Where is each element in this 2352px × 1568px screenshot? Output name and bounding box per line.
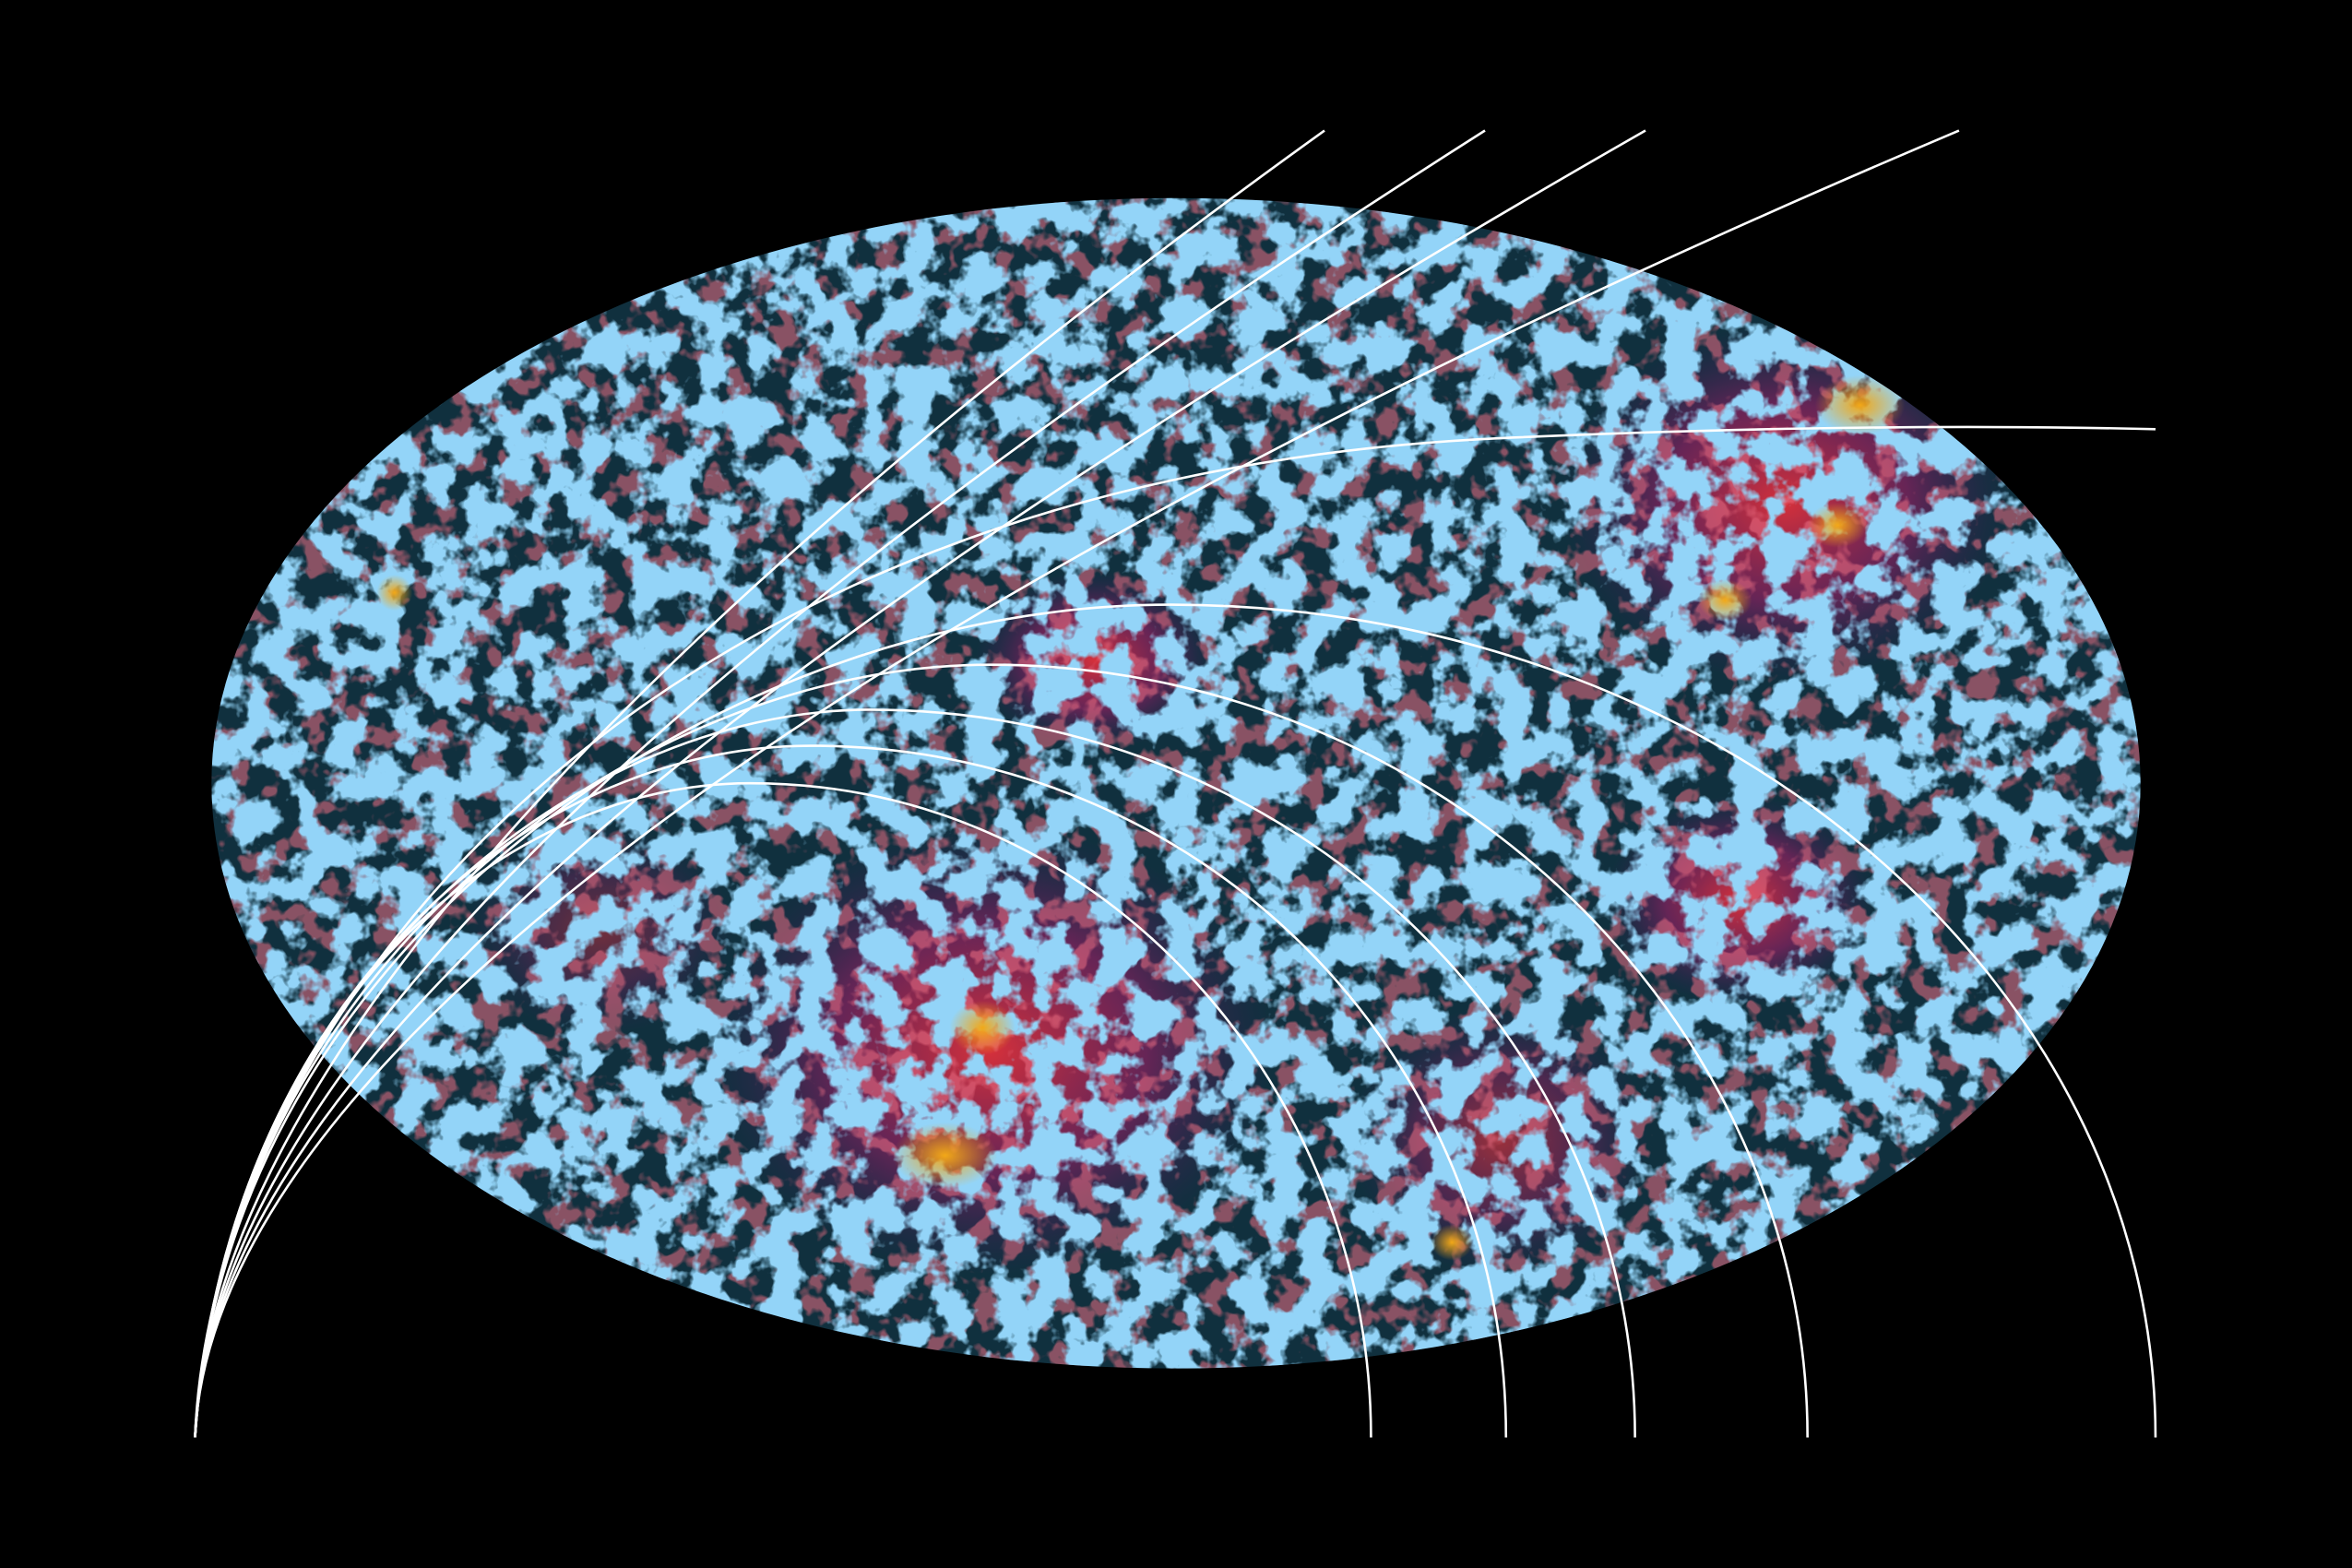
trajectory-line <box>194 129 1960 1438</box>
hot-spot <box>1807 502 1868 548</box>
hot-spot <box>892 1122 998 1189</box>
trajectory-line <box>194 129 1325 1438</box>
trajectory-arc <box>194 603 2157 1438</box>
hot-spot <box>376 575 413 612</box>
trajectory-line <box>194 129 1486 1438</box>
hot-spot <box>1814 374 1906 435</box>
trajectory-arc <box>194 744 1508 1438</box>
hot-spot <box>1431 1224 1474 1261</box>
hot-spot <box>949 1001 1016 1055</box>
trajectory-lines <box>194 129 2157 1438</box>
sky-map <box>211 197 2141 1369</box>
trajectory-line <box>194 129 1646 1438</box>
cold-speckle <box>211 197 2141 1369</box>
trajectory-arc <box>194 663 1809 1438</box>
trajectory-line <box>194 425 2156 1438</box>
hot-spot <box>1697 578 1752 622</box>
trajectory-arc <box>194 708 1636 1438</box>
